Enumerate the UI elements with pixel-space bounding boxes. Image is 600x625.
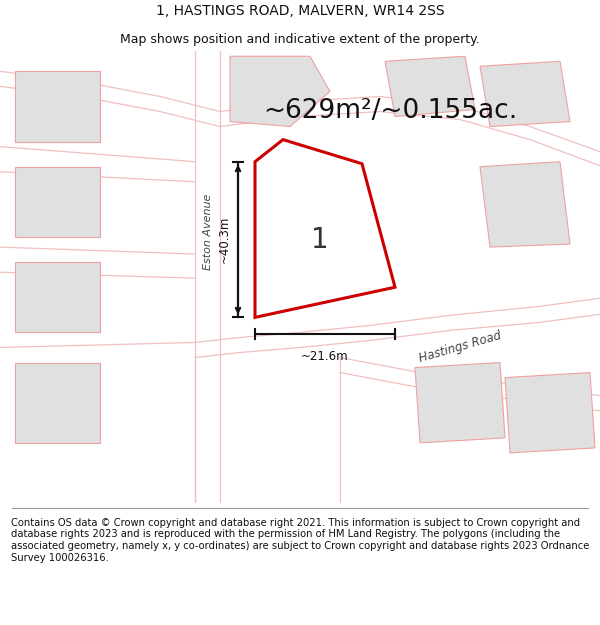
Text: ~629m²/~0.155ac.: ~629m²/~0.155ac. [263,99,517,124]
Text: Contains OS data © Crown copyright and database right 2021. This information is : Contains OS data © Crown copyright and d… [11,518,589,562]
Text: 1: 1 [311,226,329,254]
Polygon shape [255,139,395,318]
Polygon shape [230,56,330,126]
Polygon shape [415,362,505,443]
Polygon shape [385,56,475,116]
Polygon shape [480,162,570,247]
Polygon shape [275,170,373,298]
Text: ~40.3m: ~40.3m [218,216,230,263]
Polygon shape [480,61,570,126]
Text: Eston Avenue: Eston Avenue [203,194,213,270]
Text: Hastings Road: Hastings Road [417,329,503,366]
Polygon shape [15,71,100,142]
Polygon shape [15,262,100,332]
Polygon shape [15,362,100,443]
Text: ~21.6m: ~21.6m [301,350,349,363]
Text: Map shows position and indicative extent of the property.: Map shows position and indicative extent… [120,34,480,46]
Polygon shape [505,372,595,453]
Text: 1, HASTINGS ROAD, MALVERN, WR14 2SS: 1, HASTINGS ROAD, MALVERN, WR14 2SS [155,4,445,18]
Polygon shape [15,167,100,237]
